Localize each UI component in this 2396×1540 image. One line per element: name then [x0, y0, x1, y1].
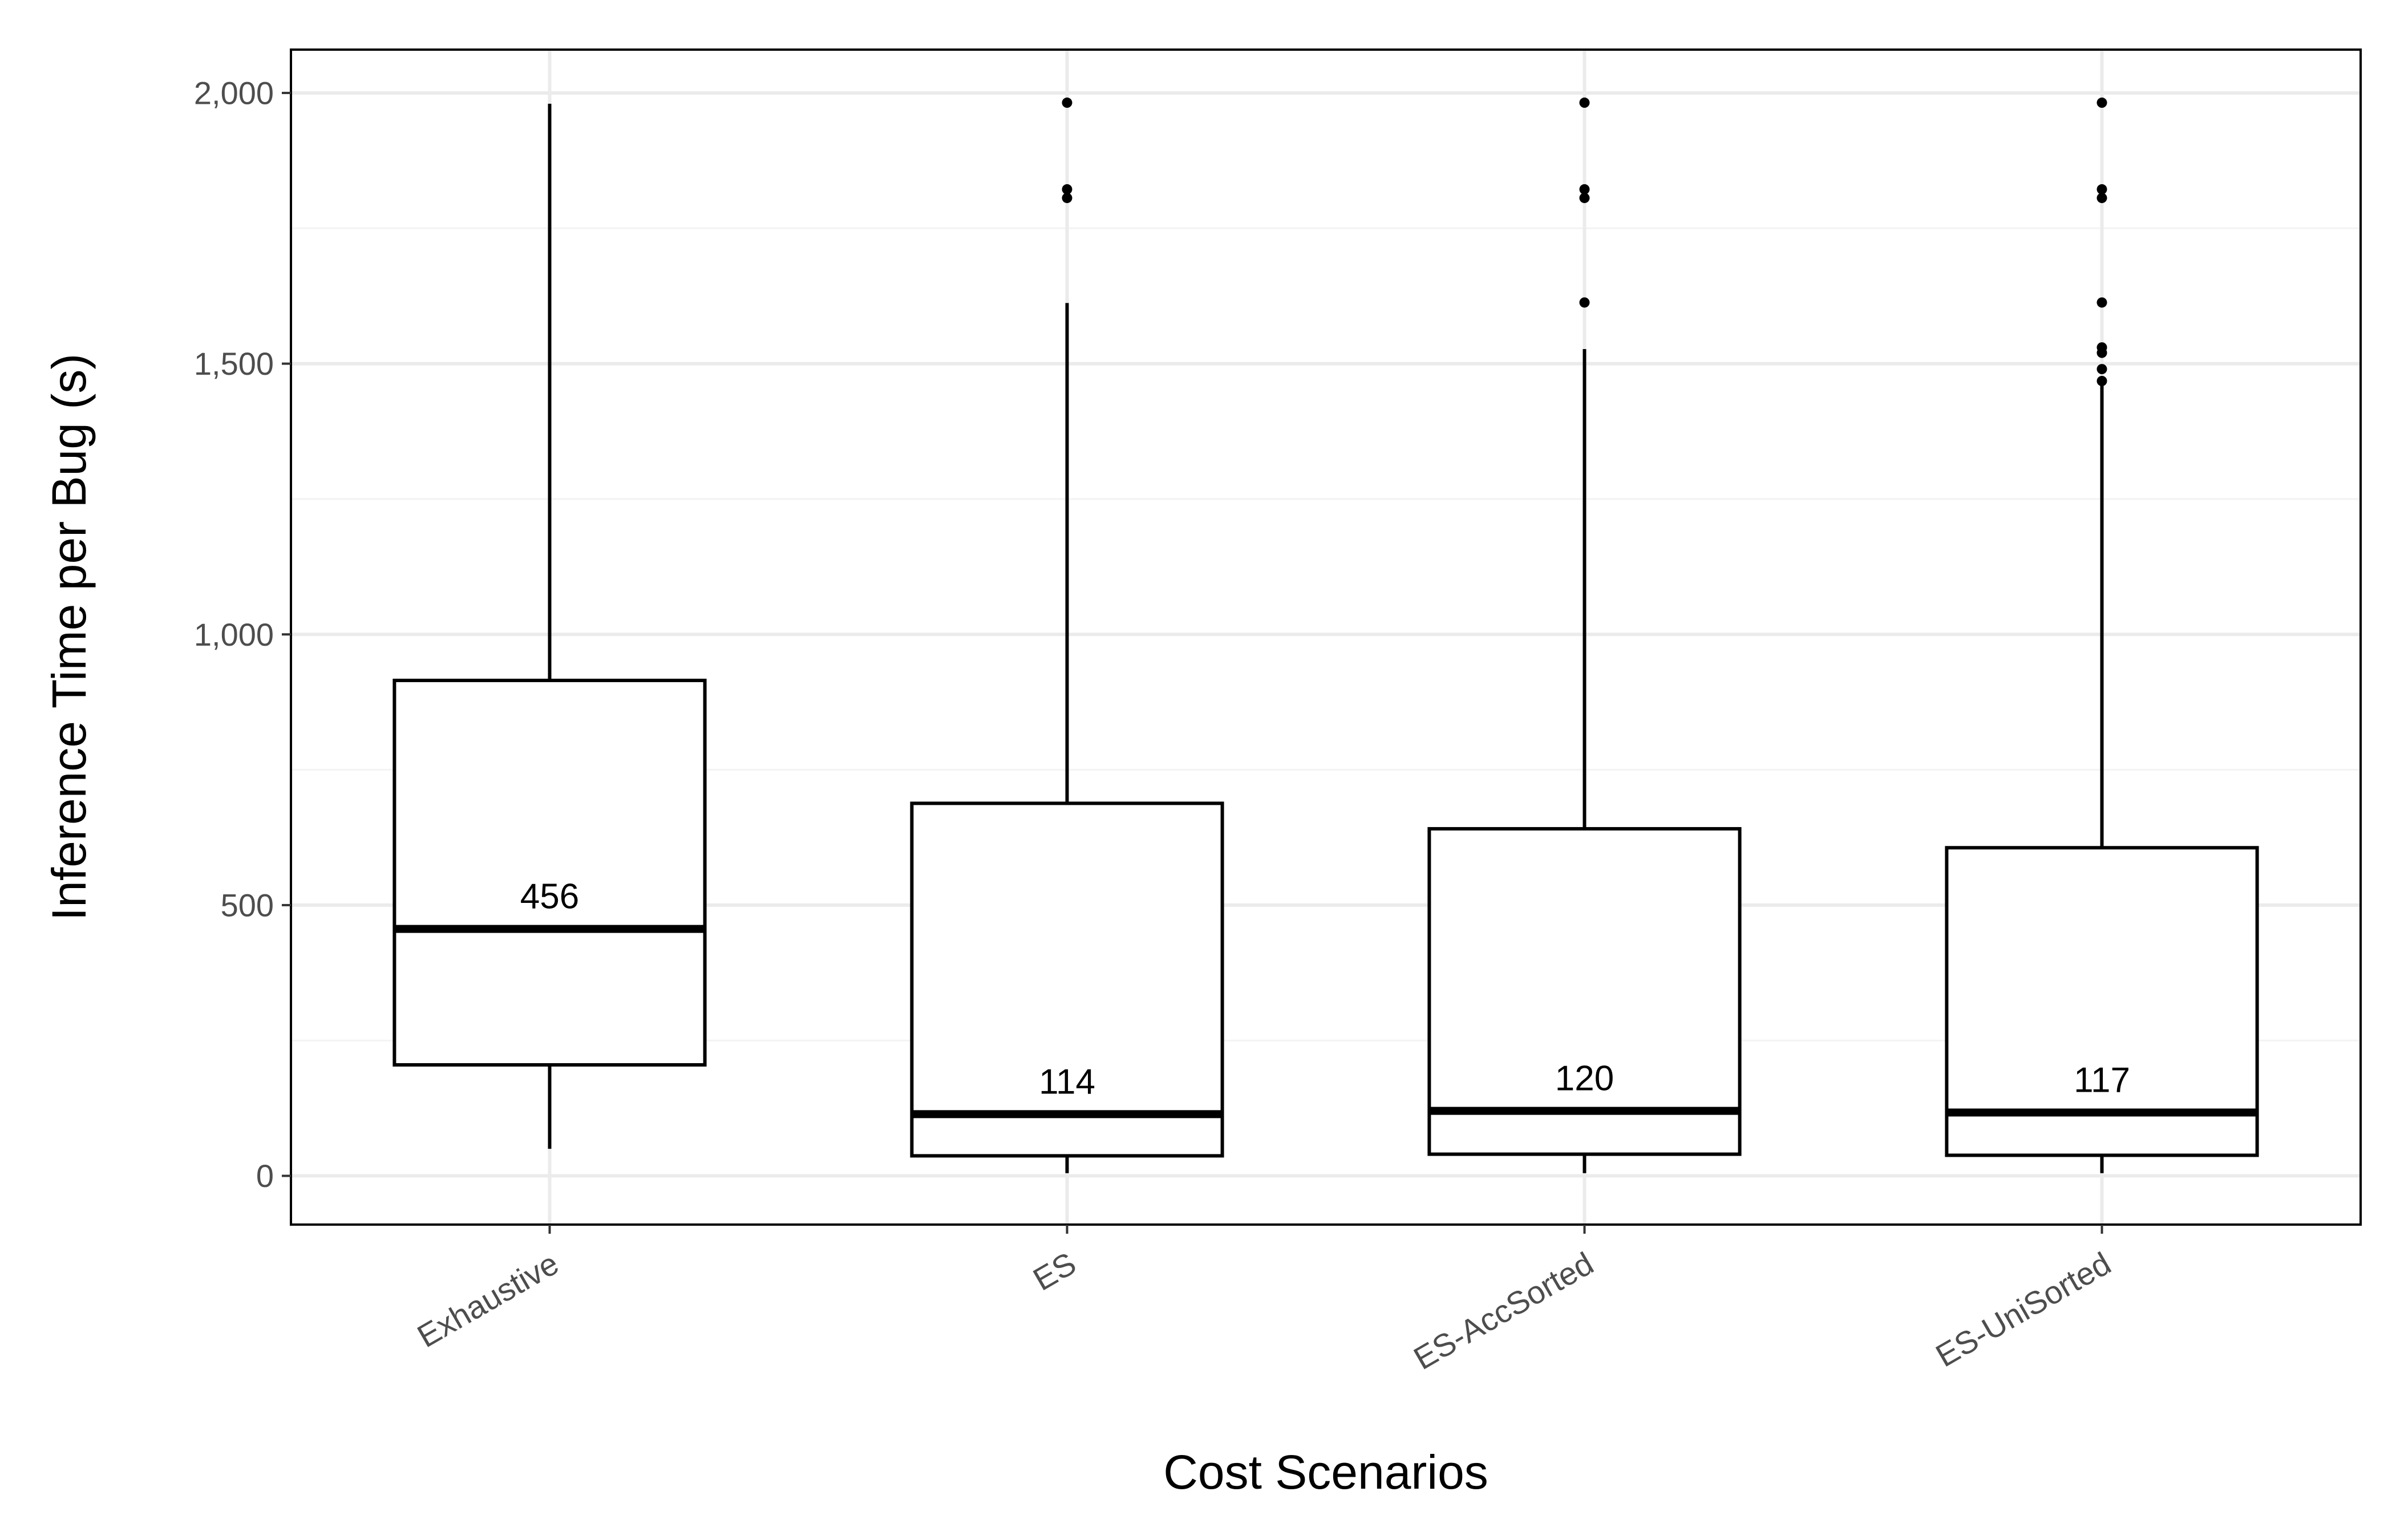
y-tick-label: 2,000 — [194, 75, 274, 111]
outlier-point — [1062, 98, 1072, 108]
x-tick-label: ES — [1027, 1245, 1082, 1298]
x-axis-title: Cost Scenarios — [1163, 1445, 1488, 1499]
box-series: 456 114 120 117 — [392, 98, 2259, 1173]
y-axis-title: Inference Time per Bug (s) — [42, 354, 96, 921]
y-tick-label: 1,500 — [194, 346, 274, 382]
box-group: 456 — [392, 103, 707, 1149]
box-group: 117 — [1945, 98, 2259, 1173]
iqr-box — [392, 678, 707, 1067]
y-tick-label: 1,000 — [194, 617, 274, 653]
y-tick-label: 0 — [256, 1158, 274, 1194]
y-tick-label: 500 — [221, 887, 274, 923]
x-tick-label: ES-UniSorted — [1929, 1245, 2116, 1374]
x-tick-label: Exhaustive — [411, 1245, 565, 1355]
iqr-box — [910, 801, 1224, 1158]
outlier-point — [1062, 184, 1072, 194]
outlier-point — [1579, 184, 1590, 194]
median-label: 456 — [520, 877, 579, 917]
outlier-point — [1579, 297, 1590, 308]
box-group: 114 — [910, 98, 1224, 1173]
outlier-point — [2096, 193, 2107, 204]
outlier-point — [1579, 193, 1590, 204]
median-label: 117 — [2074, 1060, 2130, 1100]
x-axis: Exhaustive ES ES-AccSorted ES-UniSorted — [411, 1225, 2117, 1376]
outlier-point — [1062, 193, 1072, 204]
iqr-box — [1945, 846, 2259, 1157]
median-label: 120 — [1555, 1059, 1614, 1099]
outlier-point — [2096, 364, 2107, 375]
median-label: 114 — [1039, 1062, 1095, 1101]
iqr-box — [1427, 827, 1742, 1156]
panel-border — [290, 48, 2362, 1226]
outlier-point — [2096, 342, 2107, 353]
y-axis: 0 500 1,000 1,500 2,000 — [194, 75, 291, 1194]
box-group: 120 — [1427, 98, 1742, 1173]
x-tick-label: ES-AccSorted — [1407, 1245, 1599, 1376]
outlier-point — [2096, 375, 2107, 386]
outlier-point — [2096, 184, 2107, 194]
outlier-point — [2096, 297, 2107, 308]
outlier-point — [1579, 98, 1590, 108]
outlier-point — [2096, 98, 2107, 108]
